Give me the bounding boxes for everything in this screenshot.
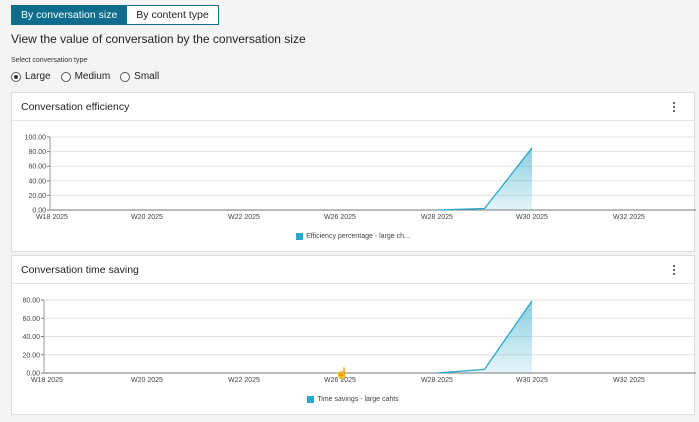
chart-legend[interactable]: Efficiency percentage - large ch... [12,233,694,240]
y-tick-label: 80.00 [28,149,46,156]
card-header: Conversation efficiency [12,93,694,121]
view-tabs: By conversation size By content type [11,5,219,25]
x-tick-label: W30 2025 [516,377,548,384]
conversation-type-label: Select conversation type [11,57,88,64]
x-tick-label: W28 2025 [421,214,453,221]
x-tick-label: W18 2025 [31,377,63,384]
y-tick-label: 0.00 [26,371,40,378]
legend-swatch [296,233,304,240]
x-tick-label: W32 2025 [613,214,645,221]
radio-small-button[interactable] [120,71,131,82]
y-tick-label: 60.00 [28,164,46,171]
card-header: Conversation time saving [12,256,694,284]
radio-medium-button[interactable] [60,71,71,82]
x-tick-label: W32 2025 [613,377,645,384]
x-tick-label: W20 2025 [131,214,163,221]
page-heading: View the value of conversation by the co… [11,32,306,46]
radio-large-label: Large [25,71,51,82]
y-tick-label: 40.00 [28,178,46,185]
y-tick-label: 80.00 [22,298,40,305]
y-tick-label: 100.00 [25,135,47,142]
radio-large[interactable]: Large [11,71,51,82]
y-tick-label: 0.00 [32,208,46,215]
tab-by-content-type[interactable]: By content type [126,6,218,24]
x-tick-label: W20 2025 [131,377,163,384]
x-tick-label: W22 2025 [228,214,260,221]
x-tick-label: W28 2025 [421,377,453,384]
conversation-time-saving-card: Conversation time saving 80.00 60.00 40.00… [11,255,696,415]
legend-label: Time savings - large cahts [317,396,399,403]
y-tick-label: 60.00 [22,316,40,323]
kebab-menu-icon[interactable] [671,263,677,277]
radio-medium-label: Medium [74,71,111,82]
x-tick-label: W30 2025 [516,214,548,221]
series-area [437,147,532,210]
x-tick-label: W22 2025 [228,377,260,384]
y-tick-label: 20.00 [22,352,40,359]
series-line [436,300,533,374]
tab-by-conversation-size[interactable]: By conversation size [12,6,127,24]
kebab-menu-icon[interactable] [671,100,677,114]
x-tick-label: W18 2025 [36,214,68,221]
y-tick-label: 40.00 [22,334,40,341]
radio-medium[interactable]: Medium [60,71,111,82]
y-tick-label: 20.00 [28,193,46,200]
legend-swatch [307,396,315,403]
card-title: Conversation time saving [21,264,139,276]
radio-large-button[interactable] [11,71,21,82]
radio-small-label: Small [134,71,160,82]
x-tick-label: W26 2025 [324,214,356,221]
series-line [436,147,533,211]
series-area [437,300,532,373]
conversation-type-radio-group: Large Medium Small [11,71,169,82]
mouse-cursor-icon: ☝ [335,368,349,380]
x-tick-label: W26 2025 [324,377,356,384]
chart-legend[interactable]: Time savings - large cahts [12,396,694,403]
radio-small[interactable]: Small [120,71,159,82]
conversation-efficiency-card: Conversation efficiency 100.00 80.00 60.00… [11,92,696,252]
legend-label: Efficiency percentage - large ch... [306,233,410,240]
card-title: Conversation efficiency [21,101,130,113]
